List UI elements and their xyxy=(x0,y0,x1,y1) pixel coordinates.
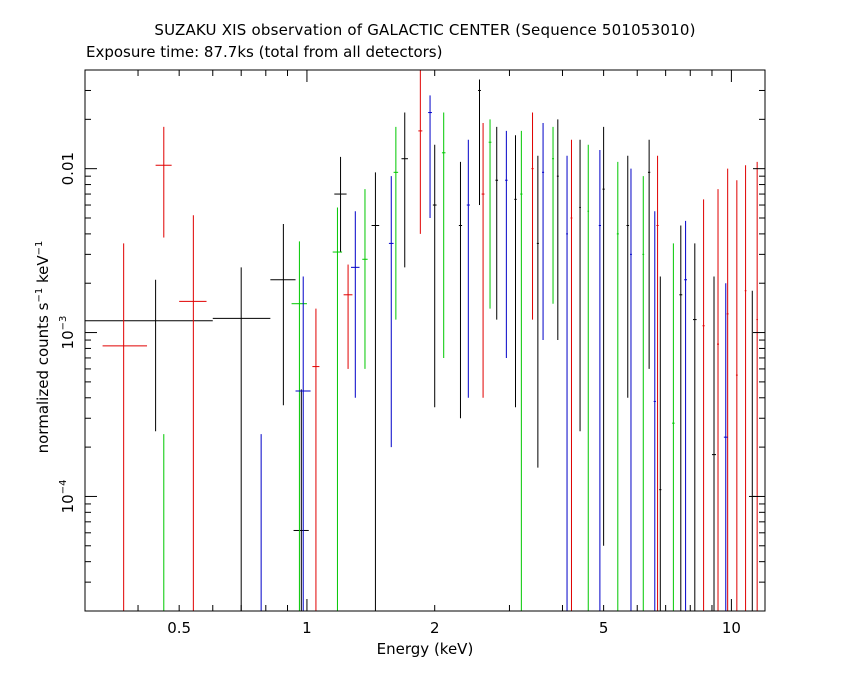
chart-subtitle: Exposure time: 87.7ks (total from all de… xyxy=(86,43,443,61)
series-3 xyxy=(260,95,728,611)
data-point xyxy=(602,126,605,546)
data-point xyxy=(702,199,705,611)
svg-text:10−3: 10−3 xyxy=(58,316,77,350)
data-point xyxy=(291,241,307,611)
data-point xyxy=(293,389,309,611)
axes-layer: 0.5 1 2 5 10 0.01 10−3 10−4 xyxy=(58,69,765,637)
x-axis-label: Energy (keV) xyxy=(376,640,474,658)
data-point xyxy=(653,211,656,611)
data-point xyxy=(495,126,499,320)
data-point xyxy=(332,207,343,611)
data-point xyxy=(598,149,602,611)
data-point xyxy=(212,267,271,611)
data-point xyxy=(85,279,213,432)
data-point xyxy=(570,139,573,611)
data-point xyxy=(579,139,581,432)
data-point xyxy=(711,276,717,611)
data-point xyxy=(531,112,534,320)
data-point xyxy=(481,122,485,398)
data-point xyxy=(748,290,756,611)
y-tick-label: 10−3 xyxy=(58,316,77,350)
y-axis-label-exp2: −1 xyxy=(34,240,45,256)
data-point xyxy=(626,155,630,398)
y-axis-label-mid: keV xyxy=(34,255,52,288)
svg-text:0.01: 0.01 xyxy=(59,152,77,185)
data-point xyxy=(312,308,320,611)
data-point xyxy=(102,243,148,611)
data-point xyxy=(514,135,517,408)
data-point xyxy=(744,165,747,611)
data-point xyxy=(295,276,311,611)
data-point xyxy=(334,156,347,253)
data-point xyxy=(350,211,360,398)
data-point xyxy=(343,264,353,369)
data-point xyxy=(542,122,545,341)
data-point xyxy=(630,168,632,611)
data-point xyxy=(693,243,697,611)
data-point xyxy=(155,126,172,238)
data-point xyxy=(566,155,568,611)
data-point xyxy=(401,112,408,268)
x-tick-label: 1 xyxy=(302,619,312,637)
data-point xyxy=(684,220,688,611)
data-point xyxy=(441,112,446,358)
y-tick-label: 0.01 xyxy=(59,152,77,185)
data-point xyxy=(723,283,728,611)
data-point xyxy=(536,155,539,468)
data-point xyxy=(428,95,432,219)
data-point xyxy=(520,130,523,611)
data-point xyxy=(735,180,738,611)
data-point xyxy=(556,119,559,341)
data-point xyxy=(270,223,296,406)
svg-text:10−4: 10−4 xyxy=(58,480,77,514)
data-point xyxy=(616,161,619,611)
data-point xyxy=(726,168,729,611)
y-tick-label: 10−4 xyxy=(58,480,77,514)
data-point xyxy=(642,176,645,611)
data-point xyxy=(717,189,720,611)
series-1 xyxy=(85,70,758,611)
data-point xyxy=(179,215,207,611)
data-point xyxy=(466,139,470,398)
data-point xyxy=(388,176,394,448)
data-point xyxy=(552,126,554,304)
data-point xyxy=(393,126,399,320)
data-point xyxy=(756,161,758,611)
data-point xyxy=(371,172,380,611)
data-point xyxy=(659,276,662,611)
series-layer xyxy=(85,70,758,611)
series-0 xyxy=(85,79,756,611)
data-point xyxy=(587,144,590,611)
data-point xyxy=(647,139,651,369)
data-point xyxy=(362,189,368,369)
data-point xyxy=(488,119,492,309)
series-2 xyxy=(163,112,675,611)
data-point xyxy=(656,155,659,611)
x-tick-label: 10 xyxy=(722,619,741,637)
data-point xyxy=(478,79,481,206)
data-point xyxy=(672,243,675,611)
y-axis-label-exp1: −1 xyxy=(34,287,45,303)
x-tick-label: 0.5 xyxy=(167,619,191,637)
data-point xyxy=(432,144,437,408)
data-point xyxy=(458,161,463,419)
plot-frame xyxy=(84,69,766,612)
data-point xyxy=(505,130,508,358)
data-point xyxy=(418,70,423,234)
x-tick-label: 2 xyxy=(430,619,440,637)
y-axis-label-main: normalized counts s xyxy=(34,302,52,454)
chart-title: SUZAKU XIS observation of GALACTIC CENTE… xyxy=(154,21,696,39)
data-point xyxy=(679,225,683,611)
x-tick-label: 5 xyxy=(599,619,609,637)
